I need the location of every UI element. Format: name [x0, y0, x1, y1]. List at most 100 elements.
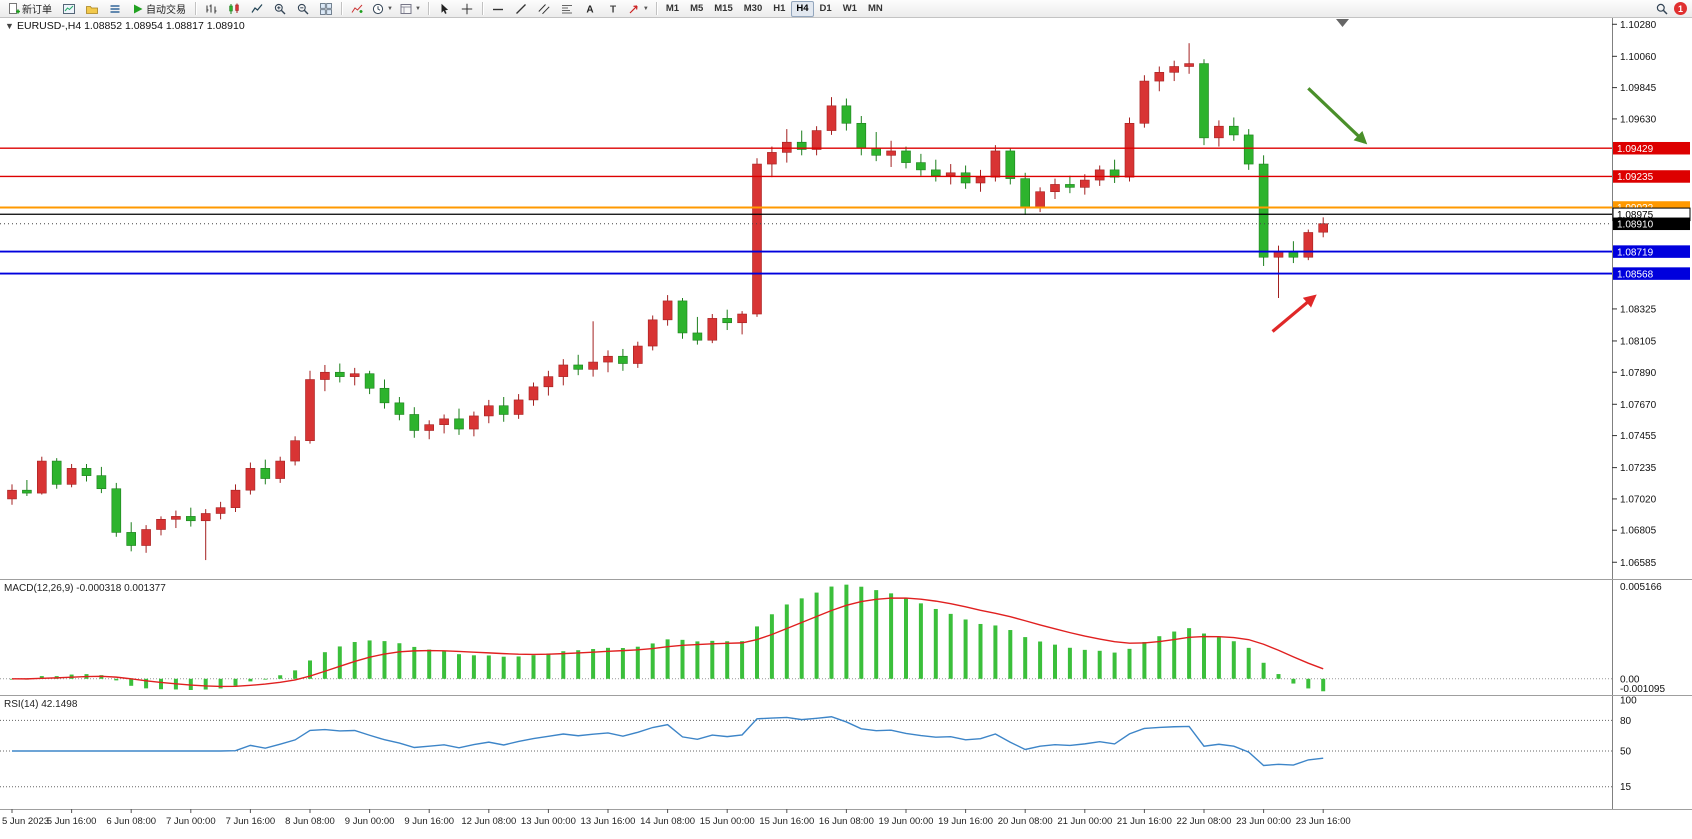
- rsi-label: RSI(14) 42.1498: [4, 699, 78, 710]
- time-axis-label: 15 Jun 16:00: [759, 816, 814, 827]
- price-axis-label: 1.07235: [1620, 463, 1657, 474]
- new-order-button[interactable]: 新订单: [3, 0, 57, 17]
- time-axis-label: 5 Jun 2023: [2, 816, 49, 827]
- template-icon: [400, 3, 412, 14]
- toolbar-separator: [341, 2, 342, 15]
- timeframe-button-h1[interactable]: H1: [773, 3, 786, 14]
- chart-shift-marker: [1336, 19, 1349, 27]
- rsi-line: [12, 716, 1324, 767]
- cursor-button[interactable]: [433, 0, 455, 17]
- candlestick-chart-button[interactable]: [223, 0, 245, 17]
- line-chart-icon: [251, 3, 263, 13]
- red-up-arrow[interactable]: [1271, 294, 1317, 333]
- zoom-out-icon: [297, 3, 309, 14]
- new-chart-icon: [63, 3, 75, 14]
- arrows-tool-button[interactable]: ▼: [625, 0, 652, 17]
- time-axis-label: 19 Jun 16:00: [938, 816, 993, 827]
- timeframe-button-w1[interactable]: W1: [842, 3, 857, 14]
- crosshair-button[interactable]: [456, 0, 478, 17]
- chevron-down-icon: ▼: [387, 5, 393, 12]
- svg-text:1.09429: 1.09429: [1617, 144, 1654, 155]
- clock-icon: [372, 3, 384, 14]
- zoom-in-button[interactable]: [269, 0, 291, 17]
- price-axis-label: 1.09845: [1620, 83, 1657, 94]
- tile-windows-button[interactable]: [315, 0, 337, 17]
- trendline-tool-button[interactable]: [510, 0, 532, 17]
- price-axis-label: 1.07455: [1620, 431, 1657, 442]
- label-tool-button[interactable]: T: [602, 0, 624, 17]
- svg-text:A: A: [586, 4, 593, 15]
- auto-trading-play-icon: [134, 4, 143, 13]
- new-chart-button[interactable]: [58, 0, 80, 17]
- timeframe-button-mn[interactable]: MN: [867, 3, 883, 14]
- time-axis-label: 13 Jun 16:00: [581, 816, 636, 827]
- price-axis-label: 1.07670: [1620, 400, 1657, 411]
- horizontal-line-icon: [492, 8, 503, 10]
- timeframe-group: M1 M5 M15 M30 H1 H4 D1 W1 MN: [661, 0, 888, 17]
- price-axis-label: 1.10060: [1620, 52, 1657, 63]
- timeframe-button-m5[interactable]: M5: [690, 3, 704, 14]
- timeframe-button-m15[interactable]: M15: [714, 3, 733, 14]
- line-chart-button[interactable]: [246, 0, 268, 17]
- horizontal-line-tool-button[interactable]: [487, 0, 509, 17]
- text-icon: A: [586, 4, 593, 15]
- toolbar-separator: [655, 2, 657, 15]
- toolbar-separator: [481, 2, 483, 15]
- time-axis-label: 13 Jun 00:00: [521, 816, 576, 827]
- timeframe-button-m1[interactable]: M1: [665, 3, 680, 14]
- ohlc-toggle[interactable]: ▼: [5, 21, 14, 31]
- profiles-button[interactable]: [81, 0, 103, 17]
- time-axis-label: 20 Jun 08:00: [998, 816, 1053, 827]
- price-line-label: [1613, 245, 1690, 258]
- templates-button[interactable]: ▼: [397, 0, 424, 17]
- svg-text:1.08719: 1.08719: [1617, 247, 1654, 258]
- time-axis-label: 14 Jun 08:00: [640, 816, 695, 827]
- label-icon: T: [610, 4, 616, 15]
- market-watch-button[interactable]: [104, 0, 126, 17]
- timeframe-button-m30[interactable]: M30: [743, 3, 763, 14]
- bar-chart-button[interactable]: [200, 0, 222, 17]
- svg-text:50: 50: [1620, 747, 1632, 758]
- equidistant-channel-tool-button[interactable]: [533, 0, 555, 17]
- price-axis-label: 1.07890: [1620, 368, 1657, 379]
- fibonacci-tool-button[interactable]: [556, 0, 578, 17]
- time-axis-label: 15 Jun 00:00: [700, 816, 755, 827]
- auto-trading-button[interactable]: 自动交易: [127, 0, 191, 17]
- time-axis-label: 23 Jun 00:00: [1236, 816, 1291, 827]
- indicators-icon: [351, 4, 363, 13]
- chart-area[interactable]: ▼ EURUSD-,H4 1.08852 1.08954 1.08817 1.08…: [0, 17, 1692, 839]
- macd-histogram: [10, 584, 1326, 692]
- svg-text:T: T: [610, 4, 616, 15]
- svg-text:15: 15: [1620, 782, 1632, 793]
- search-button[interactable]: [1651, 0, 1673, 17]
- timeframe-button-h4[interactable]: H4: [791, 0, 814, 17]
- periods-button[interactable]: ▼: [369, 0, 396, 17]
- time-axis-label: 8 Jun 08:00: [285, 816, 335, 827]
- time-axis-label: 22 Jun 08:00: [1177, 816, 1232, 827]
- svg-text:0.00: 0.00: [1620, 674, 1640, 685]
- svg-text:100: 100: [1620, 696, 1637, 707]
- bar-chart-icon: [206, 4, 217, 13]
- text-tool-button[interactable]: A: [579, 0, 601, 17]
- time-axis-label: 19 Jun 00:00: [879, 816, 934, 827]
- price-line-label: [1613, 170, 1690, 183]
- price-axis-label: 1.10280: [1620, 20, 1657, 31]
- profiles-folder-icon: [86, 5, 98, 14]
- chevron-down-icon: ▼: [642, 5, 649, 12]
- price-axis-label: 1.07020: [1620, 494, 1657, 505]
- zoom-out-button[interactable]: [292, 0, 314, 17]
- market-watch-icon: [110, 4, 120, 13]
- green-down-arrow[interactable]: [1307, 87, 1368, 145]
- equidistant-channel-icon: [538, 3, 550, 14]
- price-line-label: [1613, 217, 1690, 231]
- timeframe-button-d1[interactable]: D1: [819, 3, 832, 14]
- indicators-button[interactable]: [346, 0, 368, 17]
- price-line-label: [1613, 141, 1690, 155]
- auto-trading-label: 自动交易: [146, 5, 186, 16]
- cursor-icon: [441, 3, 449, 14]
- price-axis-label: 1.06805: [1620, 526, 1657, 537]
- notification-badge[interactable]: 1: [1674, 2, 1687, 15]
- price-axis-label: 1.09630: [1620, 114, 1657, 125]
